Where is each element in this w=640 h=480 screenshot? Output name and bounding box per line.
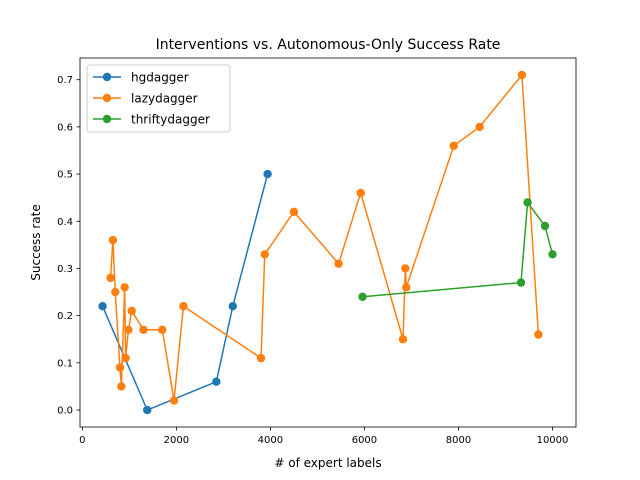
data-point-thriftydagger (523, 198, 532, 207)
x-tick-label: 4000 (258, 435, 283, 446)
data-point-hgdagger (143, 405, 152, 415)
data-point-hgdagger (212, 377, 221, 386)
series-layer (98, 70, 557, 415)
data-point-lazydagger (111, 287, 120, 297)
legend-label: thriftydagger (131, 113, 210, 127)
y-tick-label: 0.0 (57, 406, 73, 417)
data-point-lazydagger (106, 273, 115, 283)
data-point-lazydagger (256, 353, 266, 363)
x-tick-label: 6000 (352, 435, 377, 446)
plot-frame (79, 57, 577, 428)
legend-label: lazydagger (131, 92, 198, 106)
data-point-hgdagger (98, 302, 107, 311)
series-thriftydagger (358, 198, 557, 301)
chart-title: Interventions vs. Autonomous-Only Succes… (156, 37, 501, 53)
legend-item-thriftydagger: thriftydagger (93, 113, 210, 127)
data-point-hgdagger (263, 169, 272, 179)
data-point-lazydagger (260, 250, 269, 259)
x-tick-label: 8000 (446, 435, 471, 446)
x-axis-label: # of expert labels (274, 456, 381, 470)
legend-marker (102, 93, 112, 103)
data-point-lazydagger (127, 306, 136, 316)
y-tick-label: 0.6 (57, 122, 73, 133)
y-tick-label: 0.2 (57, 311, 73, 322)
legend-marker (102, 114, 112, 124)
series-hgdagger (98, 169, 272, 415)
data-point-lazydagger (534, 330, 543, 339)
data-point-lazydagger (139, 325, 148, 334)
data-point-lazydagger (108, 235, 118, 245)
data-point-thriftydagger (540, 221, 550, 231)
y-tick-label: 0.3 (57, 264, 73, 275)
data-point-lazydagger (475, 122, 484, 132)
data-point-thriftydagger (516, 278, 526, 287)
series-lazydagger (106, 70, 543, 405)
data-point-thriftydagger (548, 250, 557, 259)
data-point-lazydagger (120, 283, 129, 292)
series-line-hgdagger (101, 173, 269, 411)
data-point-lazydagger (121, 353, 130, 363)
legend-marker (102, 72, 112, 82)
legend-item-lazydagger: lazydagger (93, 92, 198, 106)
data-point-thriftydagger (358, 292, 367, 301)
data-point-lazydagger (401, 264, 410, 273)
legend-box (86, 64, 231, 133)
data-point-hgdagger (228, 302, 237, 311)
x-tick-label: 0 (79, 435, 85, 446)
data-point-lazydagger (179, 302, 188, 311)
data-point-lazydagger (158, 325, 167, 334)
legend-item-hgdagger: hgdagger (93, 71, 189, 85)
data-point-lazydagger (334, 259, 343, 268)
data-point-lazydagger (398, 335, 408, 344)
data-point-lazydagger (124, 325, 133, 334)
data-point-lazydagger (517, 70, 527, 80)
legend-label: hgdagger (131, 71, 189, 85)
data-point-lazydagger (449, 141, 458, 150)
x-tick-label: 2000 (164, 435, 189, 446)
x-tick-label: 10000 (537, 435, 569, 446)
legend: hgdagger lazydagger thriftydagger (86, 64, 231, 133)
y-axis-label: Success rate (29, 204, 43, 281)
data-point-lazydagger (356, 188, 365, 198)
data-point-lazydagger (289, 207, 299, 217)
y-tick-label: 0.7 (57, 75, 73, 86)
data-point-lazydagger (402, 283, 411, 292)
data-point-lazydagger (117, 382, 126, 391)
y-tick-label: 0.4 (57, 217, 73, 228)
data-point-lazydagger (115, 363, 125, 372)
x-axis: 0 2000 4000 6000 8000 10000 (79, 427, 568, 446)
y-tick-label: 0.5 (57, 170, 73, 181)
y-axis: 0.0 0.1 0.2 0.3 0.4 0.5 0.6 0.7 (57, 75, 80, 417)
data-point-lazydagger (169, 396, 179, 405)
y-tick-label: 0.1 (57, 358, 73, 369)
